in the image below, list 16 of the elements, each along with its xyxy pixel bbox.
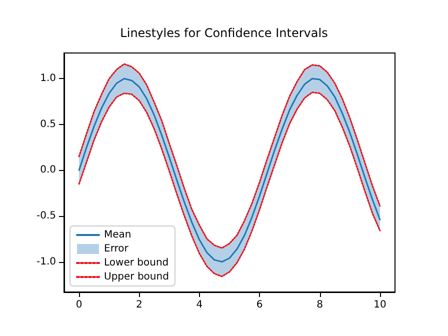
legend-label: Upper bound (104, 272, 169, 282)
y-tick-label: 0.0 (40, 164, 56, 176)
y-tick-label: -0.5 (36, 210, 56, 222)
y-tick-label: 0.5 (40, 118, 56, 130)
x-tick-label: 6 (256, 300, 263, 310)
x-tick-label: 0 (76, 300, 82, 310)
chart-title: Linestyles for Confidence Intervals (120, 26, 328, 40)
y-tick-label: 1.0 (40, 73, 56, 84)
legend-label: Lower bound (104, 258, 169, 268)
x-tick-label: 10 (374, 300, 386, 310)
legend-label: Mean (104, 230, 132, 240)
legend-label: Error (104, 244, 130, 254)
x-tick-label: 8 (316, 300, 323, 310)
x-tick-label: 4 (196, 300, 203, 310)
x-tick-label: 2 (136, 300, 142, 310)
y-tick-label: -1.0 (36, 256, 56, 268)
